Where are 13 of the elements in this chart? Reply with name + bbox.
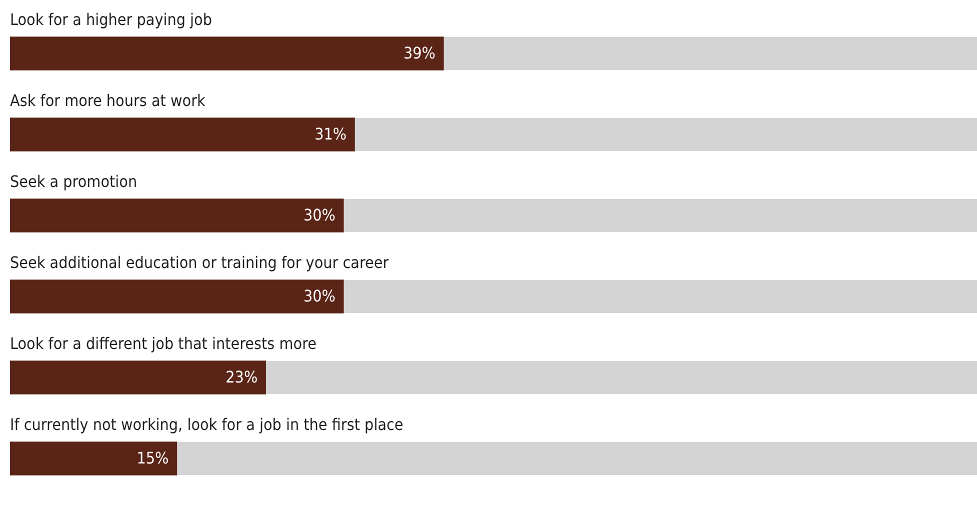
y-tick-label: Look for a different job that interests more [10,334,317,353]
y-tick-label: Ask for more hours at work [10,91,206,110]
data-label: 30% [303,206,336,225]
data-label: 39% [403,44,436,63]
y-tick-label: If currently not working, look for a job in the first place [10,415,404,434]
bar [10,442,178,476]
y-tick-label: Look for a higher paying job [10,10,212,29]
y-tick-label: Seek additional education or training for your career [10,253,389,272]
data-label: 31% [314,124,347,144]
data-label: 15% [136,448,169,468]
data-label: 30% [303,286,336,306]
data-label: 23% [226,368,258,387]
y-tick-label: Seek a promotion [10,172,138,191]
